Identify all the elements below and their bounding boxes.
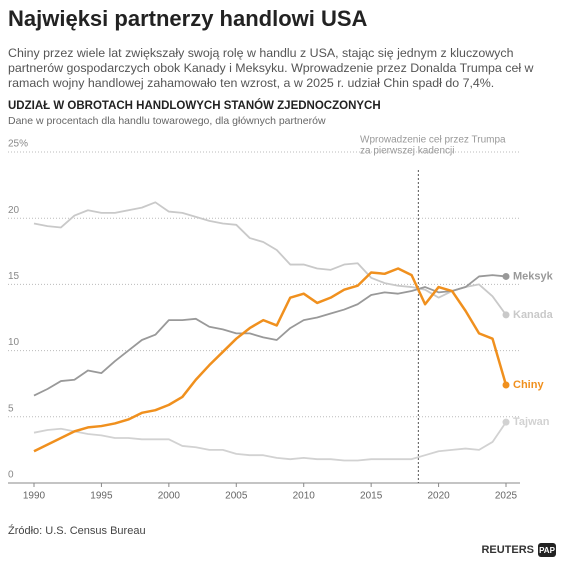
x-tick-label: 1990: [23, 491, 46, 502]
y-tick-label: 15: [8, 271, 20, 282]
series-label: Chiny: [513, 379, 544, 391]
title: Najwięksi partnerzy handlowi USA: [8, 6, 368, 31]
y-tick-label: 5: [8, 403, 14, 414]
series-label: Kanada: [513, 309, 554, 321]
series-label: Meksyk: [513, 270, 554, 282]
x-tick-label: 2025: [495, 491, 518, 502]
end-point: [502, 311, 510, 319]
x-tick-label: 2005: [225, 491, 248, 502]
annotation-text: Wprowadzenie ceł przez Trumpa: [360, 135, 506, 146]
chart-subtitle: Dane w procentach dla handlu towarowego,…: [8, 115, 326, 127]
series-label: Tajwan: [513, 416, 550, 428]
y-tick-label: 20: [8, 205, 20, 216]
end-point: [502, 418, 510, 426]
series-line: [33, 274, 507, 397]
logo-box: [538, 543, 556, 557]
logo: PAP: [539, 546, 556, 555]
x-tick-label: 2015: [360, 491, 383, 502]
logo: REUTERS: [481, 544, 534, 556]
source: Źródło: U.S. Census Bureau: [8, 524, 146, 537]
x-tick-label: 2010: [293, 491, 316, 502]
series-line: [33, 421, 507, 462]
annotation-text: za pierwszej kadencji: [360, 146, 455, 157]
y-tick-label: 0: [8, 470, 14, 481]
chart-title: UDZIAŁ W OBROTACH HANDLOWYCH STANÓW ZJED…: [8, 99, 381, 112]
series-line: [33, 267, 508, 453]
y-tick-label: 25%: [8, 139, 28, 150]
x-tick-label: 2000: [158, 491, 181, 502]
y-tick-label: 10: [8, 337, 20, 348]
x-tick-label: 2020: [427, 491, 450, 502]
lead: Chiny przez wiele lat zwiększały swoją r…: [8, 46, 534, 90]
end-point: [502, 272, 510, 280]
series-line: [33, 201, 507, 316]
end-point: [502, 381, 510, 389]
x-tick-label: 1995: [90, 491, 113, 502]
